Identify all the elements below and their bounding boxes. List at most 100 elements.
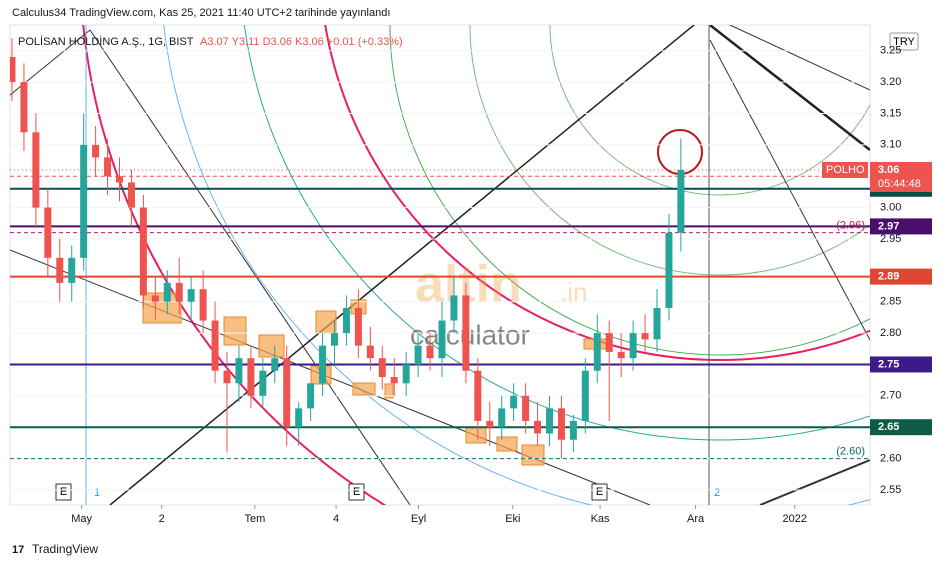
candle-body bbox=[522, 395, 530, 421]
last-name-badge bbox=[822, 161, 868, 178]
candle-body bbox=[247, 358, 255, 396]
y-tick-label: 3.20 bbox=[880, 76, 901, 88]
candle-body bbox=[629, 333, 637, 359]
candle-body bbox=[151, 295, 159, 302]
x-tick-label: 4 bbox=[333, 513, 339, 525]
x-tick-label: 2022 bbox=[783, 513, 807, 525]
y-tick-label: 2.80 bbox=[880, 327, 901, 339]
candle-body bbox=[44, 207, 52, 258]
marker: 1 bbox=[94, 487, 100, 499]
candle-body bbox=[56, 257, 64, 283]
candle-body bbox=[402, 364, 410, 384]
level-badge bbox=[870, 356, 932, 373]
x-tick-label: May bbox=[71, 513, 92, 525]
candle-body bbox=[569, 420, 577, 440]
candle-body bbox=[319, 345, 327, 384]
candle-body bbox=[354, 307, 362, 346]
x-tick-label: Ara bbox=[687, 513, 705, 525]
trend-line bbox=[759, 459, 870, 505]
trend-line bbox=[89, 29, 411, 505]
event: E bbox=[596, 486, 603, 498]
ohlc: A3.07 Y3.11 D3.06 K3.06 +0.01 (+0.33%) bbox=[200, 36, 403, 48]
level-badge bbox=[870, 218, 932, 235]
candle-body bbox=[20, 82, 28, 133]
candle-body bbox=[127, 182, 135, 208]
x-tick-label: Eki bbox=[505, 513, 520, 525]
candle-body bbox=[342, 307, 350, 334]
candle-body bbox=[211, 320, 219, 371]
candle-body bbox=[557, 408, 565, 440]
candle-body bbox=[581, 370, 589, 421]
candles bbox=[10, 38, 870, 459]
candle-body bbox=[187, 289, 195, 302]
candle-body bbox=[414, 345, 422, 365]
candle-body bbox=[259, 370, 267, 396]
candle-body bbox=[390, 377, 398, 384]
plot-area bbox=[9, 24, 871, 506]
fib-arc bbox=[549, 25, 870, 196]
trend-line bbox=[709, 25, 870, 151]
candle-body bbox=[10, 57, 16, 83]
y-tick-label: 2.55 bbox=[880, 484, 901, 496]
candle-body bbox=[653, 307, 661, 340]
candle-body bbox=[462, 295, 470, 371]
fib-arc bbox=[244, 25, 870, 441]
y-tick-label: 3.15 bbox=[880, 107, 901, 119]
candle-body bbox=[199, 289, 207, 321]
level-label: 2.75 bbox=[878, 358, 899, 370]
last-name: POLHO bbox=[826, 164, 865, 176]
dashed-label: (2.96) bbox=[836, 220, 865, 232]
fib-arc bbox=[389, 25, 870, 356]
candle-body bbox=[295, 408, 303, 428]
level-label: 2.65 bbox=[878, 421, 899, 433]
candle-body bbox=[677, 169, 685, 233]
level-badge bbox=[870, 419, 932, 436]
candle-body bbox=[283, 358, 291, 428]
level-badge bbox=[870, 268, 932, 285]
candle-body bbox=[80, 144, 88, 258]
candle-body bbox=[271, 358, 279, 371]
candle-body bbox=[68, 257, 76, 283]
y-tick-label: 2.85 bbox=[880, 296, 901, 308]
dashed-label: (2.60) bbox=[836, 445, 865, 457]
candle-body bbox=[104, 157, 112, 177]
candle-body bbox=[641, 333, 649, 340]
y-tick-label: 2.70 bbox=[880, 390, 901, 402]
candle-body bbox=[450, 295, 458, 321]
drawings bbox=[10, 25, 870, 505]
event: E bbox=[353, 486, 360, 498]
candle-body bbox=[593, 333, 601, 371]
countdown: 05:44:48 bbox=[878, 178, 921, 190]
candle-body bbox=[175, 282, 183, 302]
x-tick-label: Eyl bbox=[411, 513, 426, 525]
candle-body bbox=[32, 132, 40, 208]
candle-body bbox=[534, 420, 542, 434]
candle-body bbox=[116, 176, 123, 183]
logo-mark: 17 bbox=[12, 544, 24, 556]
marker: 2 bbox=[714, 487, 720, 499]
y-tick-label: 3.25 bbox=[880, 45, 901, 57]
trend-line bbox=[729, 25, 870, 91]
x-tick-label: Kas bbox=[591, 513, 610, 525]
x-tick-label: 2 bbox=[159, 513, 165, 525]
level-label: 2.97 bbox=[878, 220, 899, 232]
fib-arc bbox=[324, 25, 870, 361]
candle-body bbox=[605, 333, 613, 352]
watermark-tld: .in bbox=[560, 277, 587, 307]
candle-body bbox=[617, 351, 625, 359]
candle-body bbox=[366, 345, 374, 359]
x-tick-label: Tem bbox=[244, 513, 265, 525]
candle-body bbox=[486, 420, 494, 428]
y-tick-label: 3.00 bbox=[880, 201, 901, 213]
candle-body bbox=[546, 408, 553, 434]
candle-body bbox=[139, 207, 147, 296]
fib-arc bbox=[469, 25, 870, 276]
candle-body bbox=[426, 345, 434, 359]
currency-badge bbox=[889, 32, 919, 51]
candle-body bbox=[378, 358, 386, 377]
candle-body bbox=[307, 383, 315, 409]
candle-body bbox=[235, 358, 243, 384]
candle-body bbox=[474, 370, 482, 421]
